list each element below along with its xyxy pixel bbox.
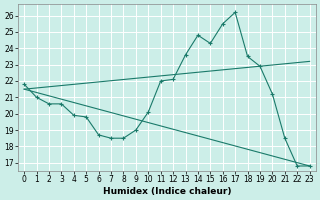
X-axis label: Humidex (Indice chaleur): Humidex (Indice chaleur)	[103, 187, 231, 196]
